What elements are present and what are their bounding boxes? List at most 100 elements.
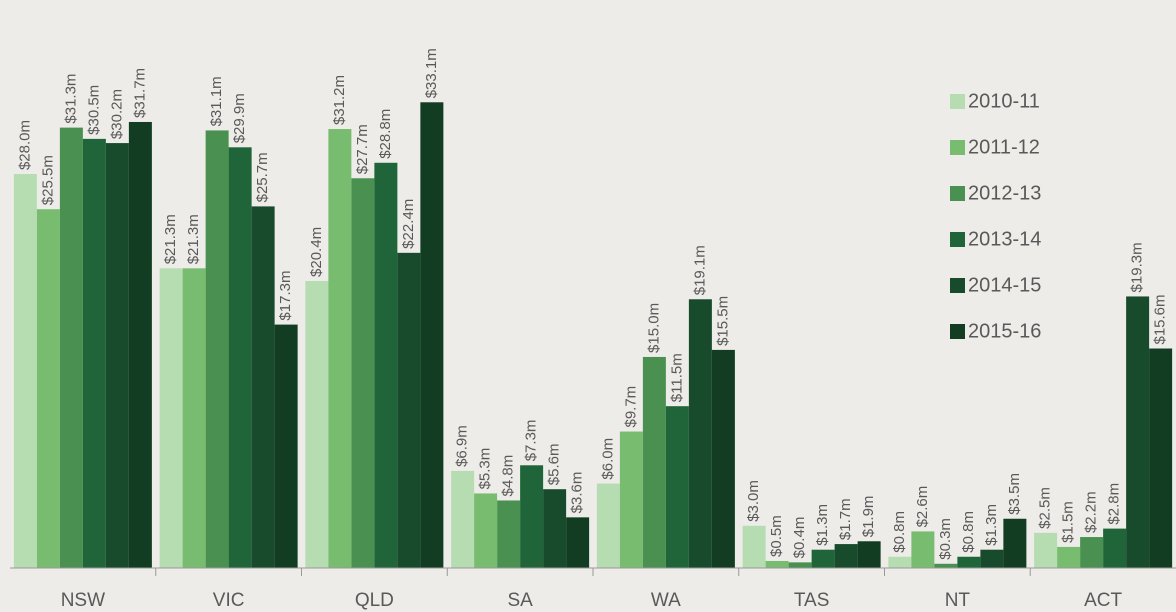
x-tick-label: SA [507,590,533,611]
data-label: $0.4m [791,517,808,559]
data-label: $4.8m [500,455,517,497]
bar [688,299,712,568]
data-label: $1.9m [860,496,877,538]
data-label: $30.2m [108,89,125,139]
legend-label: 2012-13 [968,182,1041,204]
data-label: $20.4m [308,227,325,277]
data-label: $1.7m [837,498,854,540]
bar [566,517,590,568]
bar [59,127,83,568]
bar [834,544,858,568]
data-label: $3.6m [569,472,586,514]
data-label: $2.6m [914,486,931,528]
data-label: $33.1m [423,48,440,98]
bar [1057,546,1081,568]
bar [451,470,475,568]
data-label: $21.3m [162,214,179,264]
bar [374,162,398,568]
data-label: $0.5m [768,515,785,557]
data-label: $0.3m [937,518,954,560]
bar [911,531,935,568]
legend-label: 2011-12 [968,136,1040,158]
bar [205,130,229,568]
data-label: $1.3m [983,504,1000,546]
legend-swatch [950,94,965,109]
bar [596,483,620,568]
bar [1003,518,1027,568]
bar [36,209,60,568]
data-label: $5.3m [477,448,494,490]
bar [742,525,766,568]
x-tick-label: VIC [213,590,245,611]
data-label: $25.7m [254,152,271,202]
data-label: $1.5m [1060,501,1077,543]
legend-label: 2010-11 [968,90,1040,112]
bar [788,562,812,568]
data-label: $11.5m [668,353,685,402]
data-label: $15.0m [645,303,662,353]
bar [980,549,1004,568]
data-label: $31.2m [331,75,348,125]
x-tick-label: NT [945,590,971,611]
bar [934,563,958,568]
data-label: $7.3m [523,420,540,462]
bar [420,102,444,569]
bar [665,406,689,568]
data-label: $0.8m [891,511,908,553]
bar [811,549,835,568]
legend-label: 2015-16 [968,320,1041,342]
data-label: $6.0m [599,438,616,480]
data-label: $0.8m [960,511,977,553]
data-label: $19.3m [1129,242,1146,292]
data-label: $25.5m [39,155,56,205]
bar [13,174,37,569]
bar [642,356,666,568]
bar [351,178,375,569]
bar [1103,528,1127,568]
bar [1034,532,1058,568]
data-label: $2.2m [1083,491,1100,533]
legend-label: 2014-15 [968,274,1041,296]
data-label: $3.0m [745,480,762,522]
bar [474,493,498,568]
bar [765,560,789,568]
data-label: $31.7m [131,68,148,118]
bar [397,252,421,568]
data-label: $2.5m [1037,487,1054,529]
bar [228,147,252,568]
data-label: $28.0m [16,120,33,170]
legend-swatch [950,324,965,339]
x-tick-label: WA [651,590,681,611]
data-label: $15.6m [1152,294,1169,344]
x-tick-label: ACT [1084,590,1122,611]
bar [305,280,329,568]
bar [497,500,521,568]
legend-swatch [950,278,965,293]
legend-swatch [950,232,965,247]
legend-swatch [950,186,965,201]
bar [182,268,206,568]
bar [274,324,298,568]
bar [105,143,129,568]
bar [711,349,735,568]
data-label: $30.5m [85,85,102,135]
bar [82,138,106,569]
bar [957,556,981,568]
data-label: $2.8m [1106,483,1123,525]
legend-swatch [950,140,965,155]
data-label: $28.8m [377,109,394,159]
data-label: $21.3m [185,214,202,264]
bar [520,465,544,568]
bar [619,431,643,568]
data-label: $27.7m [354,124,371,174]
bar [1080,537,1104,568]
data-label: $3.5m [1006,473,1023,515]
bar [328,129,352,569]
bar [251,206,275,568]
data-label: $29.9m [231,93,248,143]
x-tick-label: NSW [61,590,105,611]
bar [128,121,152,568]
bar [1126,296,1150,568]
